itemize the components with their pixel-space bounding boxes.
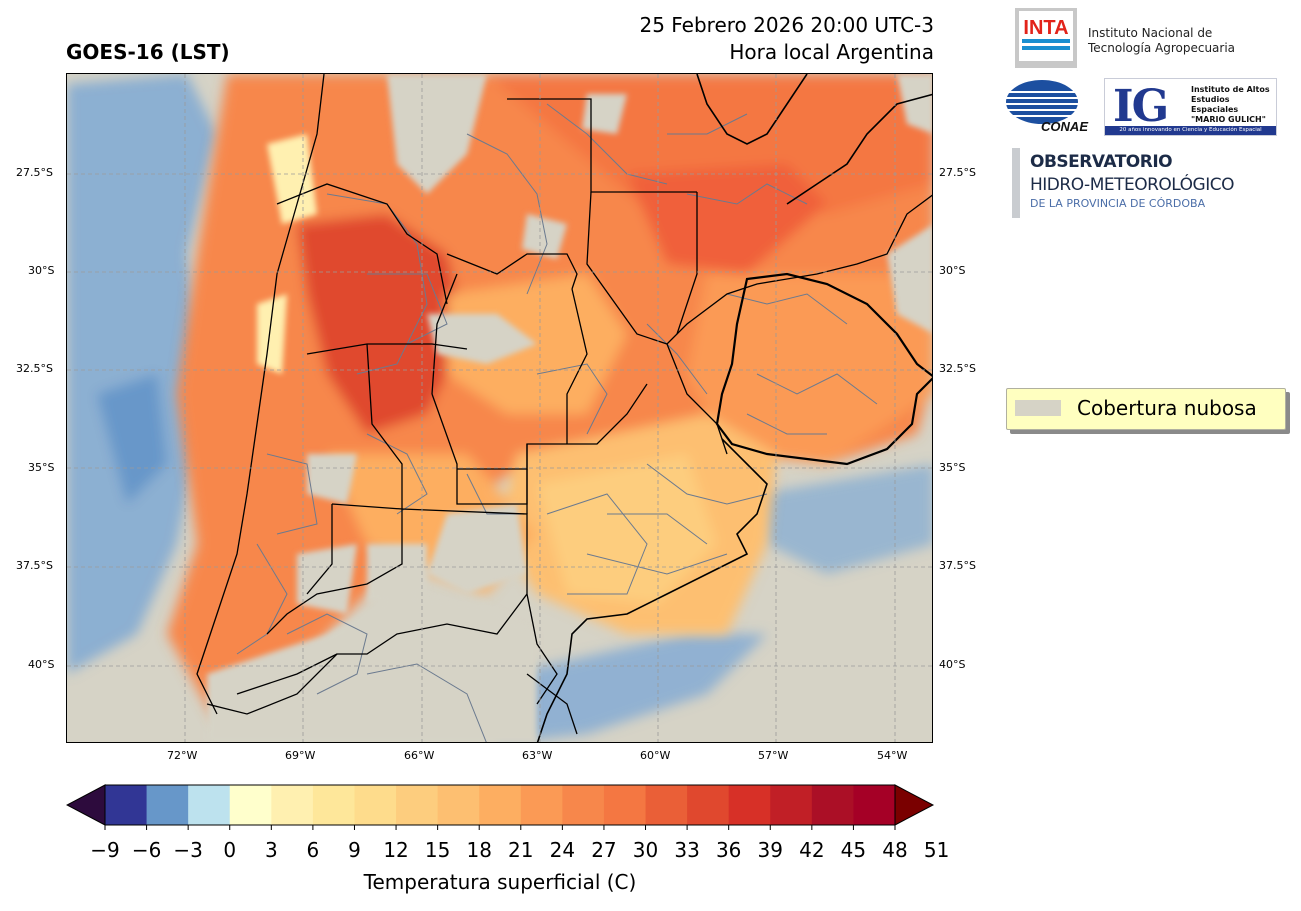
colorbar-bin-10 xyxy=(520,785,563,825)
date-line: 25 Febrero 2026 20:00 UTC-3 xyxy=(639,13,934,37)
colorbar-over-extension xyxy=(894,784,935,826)
graticule xyxy=(67,74,932,742)
observatorio-bar xyxy=(1012,148,1020,218)
timestamp: 25 Febrero 2026 20:00 UTC-3 Hora local A… xyxy=(639,12,934,66)
colorbar-bin-11 xyxy=(562,785,605,825)
colorbar-tick-label: 15 xyxy=(424,838,451,862)
colorbar-ticks: −9 −6 −3 0 3 6 9 12 15 18 21 24 27 30 33 36 39 42 45 48 51 xyxy=(66,838,949,864)
colorbar-tick-label: −9 xyxy=(90,838,120,862)
ig-name: Instituto de Altos Estudios Espaciales "… xyxy=(1191,85,1270,124)
lat-label-left-37-5: 37.5°S xyxy=(16,559,53,572)
colorbar-tick-label: 48 xyxy=(882,838,908,862)
colorbar-tick-label: −6 xyxy=(131,838,162,862)
lat-label-left-40: 40°S xyxy=(28,658,55,671)
lat-label-right-32-5: 32.5°S xyxy=(939,362,976,375)
svg-text:INTA: INTA xyxy=(1023,17,1068,39)
cloud-cover-swatch xyxy=(1015,400,1061,416)
lst-map[interactable] xyxy=(66,73,933,743)
lon-label-54: 54°W xyxy=(877,749,908,762)
colorbar-bin-14 xyxy=(687,785,730,825)
colorbar-bin-8 xyxy=(437,785,480,825)
observatorio-title: OBSERVATORIO xyxy=(1030,152,1173,172)
lon-label-63: 63°W xyxy=(522,749,553,762)
inta-name-line1: Instituto Nacional de xyxy=(1088,26,1213,40)
colorbar-tick-label: 9 xyxy=(348,838,361,862)
colorbar-under-extension xyxy=(65,784,106,826)
colorbar-bin-4 xyxy=(271,785,314,825)
colorbar-bin-1 xyxy=(146,785,189,825)
ig-mark: IG xyxy=(1113,81,1169,132)
colorbar-tick-label: 45 xyxy=(840,838,867,862)
cloud-cover-legend: Cobertura nubosa xyxy=(1006,388,1286,430)
colorbar-bin-0 xyxy=(105,785,148,825)
colorbar-bin-16 xyxy=(770,785,813,825)
colorbar-tick-label: 39 xyxy=(757,838,783,862)
temperature-field xyxy=(167,74,932,724)
colorbar-tick-label: 12 xyxy=(383,838,409,862)
conae-logo: CONAE xyxy=(1004,78,1092,134)
svg-text:CONAE: CONAE xyxy=(1041,119,1088,134)
colorbar-tick-label: 3 xyxy=(264,838,278,862)
colorbar-tick-label: 33 xyxy=(674,838,700,862)
lat-label-right-35: 35°S xyxy=(939,461,966,474)
colorbar-bin-12 xyxy=(603,785,647,825)
uruguay-border xyxy=(715,272,932,466)
colorbar-bin-17 xyxy=(811,785,854,825)
colorbar-bin-18 xyxy=(853,785,896,825)
colorbar-bin-13 xyxy=(645,785,688,825)
colorbar-bin-7 xyxy=(396,785,439,825)
coastline xyxy=(536,74,932,742)
colorbar-label: Temperatura superficial (C) xyxy=(363,870,637,894)
cloud-cover-label: Cobertura nubosa xyxy=(1077,396,1257,420)
colorbar-tick-label: 18 xyxy=(466,838,492,862)
colorbar-bin-9 xyxy=(479,785,522,825)
inta-name: Instituto Nacional de Tecnología Agropec… xyxy=(1088,26,1235,56)
ig-logo: IG Instituto de Altos Estudios Espaciale… xyxy=(1104,78,1277,136)
cold-ocean-region xyxy=(67,74,932,742)
lat-label-left-27-5: 27.5°S xyxy=(16,166,53,179)
map-canvas xyxy=(67,74,932,742)
colorbar-tick-label: −3 xyxy=(173,838,203,862)
observatorio-province: DE LA PROVINCIA DE CÓRDOBA xyxy=(1030,197,1206,210)
lat-label-right-37-5: 37.5°S xyxy=(939,559,976,572)
colorbar-bin-15 xyxy=(728,785,771,825)
inta-logo: INTA xyxy=(1015,8,1077,68)
lat-label-right-27-5: 27.5°S xyxy=(939,166,976,179)
colorbar-tick-label: 0 xyxy=(223,838,237,862)
cloud-patches xyxy=(207,74,932,742)
colorbar-tick-label: 24 xyxy=(549,838,576,862)
lon-label-69: 69°W xyxy=(285,749,316,762)
colorbar-bin-2 xyxy=(188,785,231,825)
colorbar-bin-6 xyxy=(354,785,397,825)
colorbar-tick-label: 27 xyxy=(591,838,617,862)
colorbar xyxy=(65,784,938,842)
lat-label-right-30: 30°S xyxy=(939,264,966,277)
local-time-line: Hora local Argentina xyxy=(729,40,934,64)
province-borders xyxy=(196,74,932,735)
observatorio-subtitle: HIDRO-METEOROLÓGICO xyxy=(1030,175,1234,195)
inta-name-line2: Tecnología Agropecuaria xyxy=(1088,41,1236,55)
lon-label-66: 66°W xyxy=(404,749,435,762)
colorbar-tick-label: 36 xyxy=(715,838,742,862)
colorbar-tick-label: 30 xyxy=(632,838,659,862)
colorbar-bin-3 xyxy=(229,785,272,825)
ig-tagline: 20 años innovando en Ciencia y Educación… xyxy=(1105,126,1276,135)
lon-label-57: 57°W xyxy=(758,749,789,762)
colorbar-bin-5 xyxy=(312,785,355,825)
colorbar-tick-label: 21 xyxy=(508,838,534,862)
colorbar-tick-label: 51 xyxy=(923,838,950,862)
lon-label-72: 72°W xyxy=(167,749,198,762)
colorbar-frame xyxy=(104,784,896,826)
lon-label-60: 60°W xyxy=(640,749,671,762)
colorbar-tick-label: 6 xyxy=(306,838,320,862)
map-title: GOES-16 (LST) xyxy=(66,40,230,64)
colorbar-scale xyxy=(65,784,938,830)
lat-label-left-30: 30°S xyxy=(28,264,55,277)
lat-label-left-32-5: 32.5°S xyxy=(16,362,53,375)
colorbar-tick-label: 42 xyxy=(799,838,825,862)
lat-label-right-40: 40°S xyxy=(939,658,966,671)
lat-label-left-35: 35°S xyxy=(28,461,55,474)
